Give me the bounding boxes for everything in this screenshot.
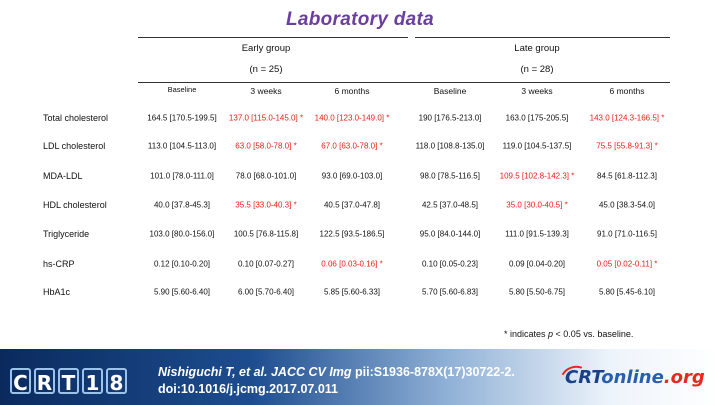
header-rule-early — [138, 37, 408, 38]
header-rule-late — [415, 37, 670, 38]
column-header-0: Baseline — [167, 85, 197, 94]
column-header-4: 3 weeks — [521, 86, 553, 96]
citation: Nishiguchi T, et al. JACC CV Img pii:S19… — [158, 365, 515, 396]
table-cell: 0.09 [0.04-0.20] — [508, 259, 566, 269]
table-cell: 91.0 [71.0-116.5] — [597, 229, 657, 239]
table-cell: 0.10 [0.07-0.27] — [237, 259, 295, 269]
row-label: HbA1c — [43, 287, 71, 297]
table-cell: 163.0 [175-205.5] — [505, 113, 569, 123]
table-cell: 93.0 [69.0-103.0] — [321, 171, 383, 181]
group-late-name: Late group — [514, 43, 560, 54]
table-cell: 78.0 [68.0-101.0] — [235, 171, 297, 181]
table-cell: 67.0 [63.0-78.0] * — [321, 141, 383, 151]
row-label: LDL cholesterol — [43, 141, 106, 151]
table-cell: 0.06 [0.03-0.16] * — [321, 259, 383, 269]
table-cell: 35.5 [33.0-40.3] * — [235, 200, 297, 210]
table-cell: 118.0 [108.8-135.0] — [415, 141, 485, 151]
table-cell: 111.0 [91.5-139.3] — [505, 229, 569, 239]
table-cell: 101.0 [78.0-111.0] — [150, 171, 214, 181]
group-early-n: (n = 25) — [249, 64, 283, 75]
table-cell: 63.0 [58.0-78.0] * — [235, 141, 297, 151]
table-cell: 143.0 [124.3-166.5] * — [589, 113, 665, 123]
table-cell: 40.0 [37.8-45.3] — [153, 200, 211, 210]
table-cell: 137.0 [115.0-145.0] * — [228, 113, 304, 123]
table-cell: 103.0 [80.0-156.0] — [149, 229, 215, 239]
footer-banner — [0, 349, 720, 405]
table-cell: 5.85 [5.60-6.33] — [323, 287, 381, 297]
table-cell: 0.10 [0.05-0.23] — [421, 259, 479, 269]
table-cell: 75.5 [55.8-91.3] * — [596, 141, 658, 151]
table-cell: 0.05 [0.02-0.11] * — [596, 259, 658, 269]
table-cell: 0.12 [0.10-0.20] — [153, 259, 211, 269]
group-late-n: (n = 28) — [520, 64, 554, 75]
table-cell: 5.70 [5.60-6.83] — [421, 287, 479, 297]
table-cell: 140.0 [123.0-149.0] * — [314, 113, 390, 123]
table-cell: 35.0 [30.0-40.5] * — [506, 200, 568, 210]
row-label: Total cholesterol — [43, 113, 109, 123]
table-cell: 45.0 [38.3-54.0] — [598, 200, 656, 210]
table-cell: 109.5 [102.8-142.3] * — [499, 171, 575, 181]
table-cell: 190 [176.5-213.0] — [418, 113, 482, 123]
table-cell: 5.90 [5.60-6.40] — [153, 287, 211, 297]
column-header-5: 6 months — [609, 86, 645, 96]
table-cell: 164.5 [170.5-199.5] — [147, 113, 217, 123]
table-cell: 5.80 [5.50-6.75] — [508, 287, 566, 297]
table-cell: 113.0 [104.5-113.0] — [147, 141, 217, 151]
row-label: hs-CRP — [43, 259, 75, 269]
row-label: HDL cholesterol — [43, 200, 107, 210]
slide-title: Laboratory data — [285, 9, 435, 30]
table-cell: 95.0 [84.0-144.0] — [419, 229, 481, 239]
table-cell: 6.00 [5.70-6.40] — [237, 287, 295, 297]
column-header-1: 3 weeks — [250, 86, 282, 96]
crtonline-logo: CRTonline.org — [565, 367, 705, 388]
table-cell: 122.5 [93.5-186.5] — [319, 229, 385, 239]
table-cell: 5.80 [5.45-6.10] — [598, 287, 656, 297]
column-header-3: Baseline — [433, 86, 467, 96]
table-cell: 119.0 [104.5-137.5] — [502, 141, 572, 151]
column-header-2: 6 months — [334, 86, 370, 96]
group-early-name: Early group — [241, 43, 291, 54]
table-cell: 42.5 [37.0-48.5] — [421, 200, 479, 210]
table-cell: 100.5 [76.8-115.8] — [233, 229, 299, 239]
footnote: * indicates p < 0.05 vs. baseline. — [504, 329, 634, 339]
table-cell: 84.5 [61.8-112.3] — [597, 171, 657, 181]
table-cell: 98.0 [78.5-116.5] — [420, 171, 480, 181]
table-cell: 40.5 [37.0-47.8] — [323, 200, 381, 210]
header-rule-columns — [138, 82, 670, 83]
row-label: Triglyceride — [43, 229, 90, 239]
row-label: MDA-LDL — [43, 171, 83, 181]
